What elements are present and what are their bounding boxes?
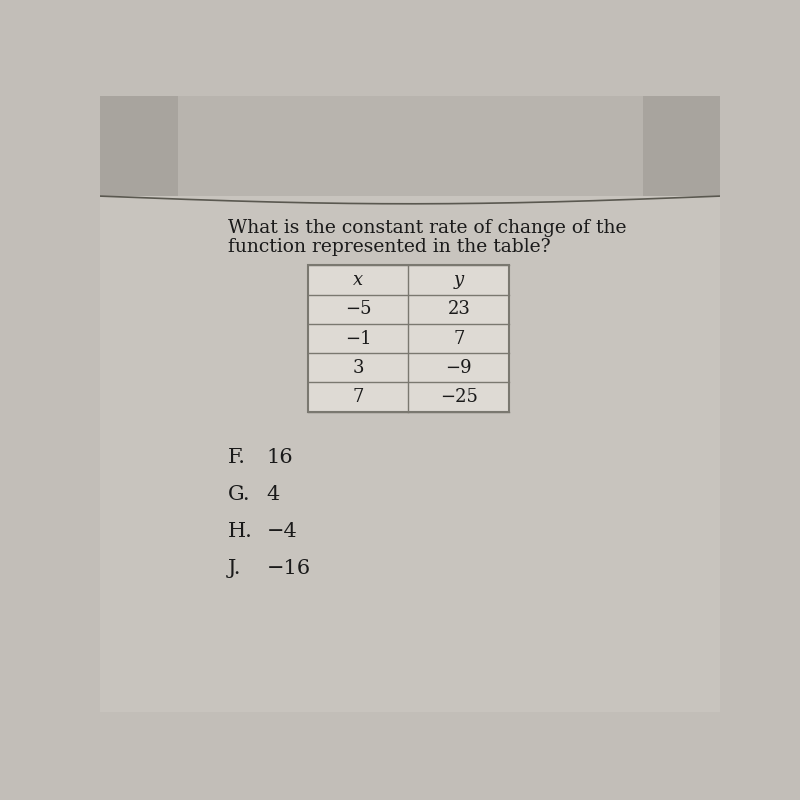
Text: J.: J. (228, 559, 242, 578)
Text: y: y (454, 271, 464, 289)
Text: −1: −1 (345, 330, 371, 347)
Text: 16: 16 (266, 448, 294, 467)
Text: function represented in the table?: function represented in the table? (228, 238, 550, 257)
Text: 4: 4 (266, 486, 280, 504)
Text: 23: 23 (447, 300, 470, 318)
Text: −25: −25 (440, 388, 478, 406)
Text: G.: G. (228, 486, 250, 504)
Text: 7: 7 (352, 388, 364, 406)
Text: −9: −9 (446, 359, 472, 377)
Text: 3: 3 (352, 359, 364, 377)
Bar (642, 96, 720, 196)
Text: What is the constant rate of change of the: What is the constant rate of change of t… (228, 219, 626, 238)
Bar (100, 96, 720, 196)
Text: −16: −16 (266, 559, 310, 578)
Text: x: x (353, 271, 363, 289)
Text: H.: H. (228, 522, 253, 542)
Bar (100, 196, 720, 712)
Text: −4: −4 (266, 522, 298, 542)
Bar (100, 96, 178, 196)
Text: −5: −5 (345, 300, 371, 318)
Bar (308, 266, 510, 412)
Text: 7: 7 (453, 330, 465, 347)
Text: F.: F. (228, 448, 246, 467)
